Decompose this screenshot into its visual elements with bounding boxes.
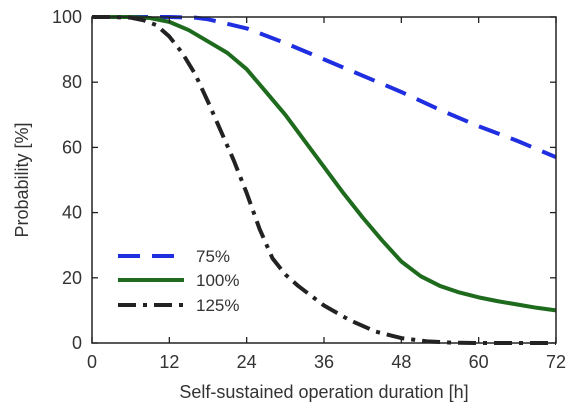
y-tick-label: 40: [62, 203, 82, 223]
plot-area: [92, 17, 556, 343]
plot-background: [92, 17, 556, 343]
tick-marks: [91, 16, 557, 344]
legend: 75% 100% 125%: [118, 247, 239, 315]
y-tick-label: 0: [72, 333, 82, 353]
y-tick-label: 60: [62, 137, 82, 157]
x-tick-label: 72: [546, 352, 566, 372]
legend-label-3: 125%: [196, 296, 239, 315]
x-tick-label: 60: [469, 352, 489, 372]
x-tick-label: 12: [159, 352, 179, 372]
legend-label-1: 75%: [196, 247, 230, 266]
y-tick-labels: 0 20 40 60 80 100: [52, 7, 82, 353]
x-axis-title: Self-sustained operation duration [h]: [179, 382, 468, 402]
x-tick-label: 48: [391, 352, 411, 372]
y-tick-label: 80: [62, 72, 82, 92]
y-axis-title: Probability [%]: [12, 122, 32, 237]
x-tick-label: 36: [314, 352, 334, 372]
y-tick-label: 100: [52, 7, 82, 27]
x-tick-labels: 0 12 24 36 48 60 72: [87, 352, 566, 372]
series-line-2: [92, 15, 557, 313]
legend-label-2: 100%: [196, 271, 239, 290]
x-tick-label: 0: [87, 352, 97, 372]
x-tick-label: 24: [237, 352, 257, 372]
y-tick-label: 20: [62, 268, 82, 288]
